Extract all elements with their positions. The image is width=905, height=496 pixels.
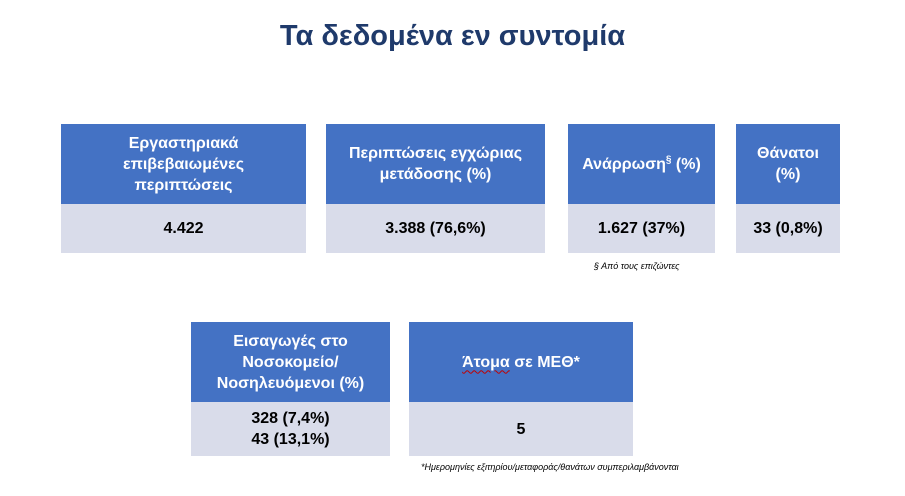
card-header: Άτομα σε ΜΕΘ* xyxy=(409,322,633,402)
value-line: 3.388 (76,6%) xyxy=(385,220,486,237)
card-deaths: Θάνατοι (%) 33 (0,8%) xyxy=(736,124,840,253)
card-header: Εργαστηριακά επιβεβαιωμένες περιπτώσεις xyxy=(61,124,306,204)
value-line: 33 (0,8%) xyxy=(753,220,823,237)
header-line: μετάδοσης (%) xyxy=(379,166,492,183)
footnote-icu: *Ημερομηνίες εξιτηρίου/μεταφοράς/θανάτων… xyxy=(421,462,679,472)
header-superscript: § xyxy=(665,154,672,166)
value-line: 43 (13,1%) xyxy=(251,431,330,448)
header-line: (%) xyxy=(775,166,801,183)
card-header: Ανάρρωση§ (%) xyxy=(568,124,715,204)
header-line: Εργαστηριακά xyxy=(128,134,239,152)
card-header: Περιπτώσεις εγχώριας μετάδοσης (%) xyxy=(326,124,545,204)
card-recovery: Ανάρρωση§ (%) 1.627 (37%) xyxy=(568,124,715,253)
value-line: 1.627 (37%) xyxy=(597,220,686,237)
header-text-tail: σε ΜΕΘ* xyxy=(509,353,580,371)
header-line: Θάνατοι xyxy=(757,145,819,162)
card-value: 3.388 (76,6%) xyxy=(326,204,545,253)
value-line: 5 xyxy=(516,420,526,438)
header-line: Νοσοκομείο/ xyxy=(242,353,339,371)
footnote-recovery: § Από τους επιζώντες xyxy=(594,261,680,271)
card-confirmed-cases: Εργαστηριακά επιβεβαιωμένες περιπτώσεις … xyxy=(61,124,306,253)
header-line: Περιπτώσεις εγχώριας xyxy=(348,145,523,162)
header-line: Νοσηλευόμενοι (%) xyxy=(216,374,365,392)
header-line: επιβεβαιωμένες xyxy=(122,155,245,173)
card-value: 5 xyxy=(409,402,633,456)
header-line: περιπτώσεις xyxy=(134,176,233,194)
card-hospital-admissions: Εισαγωγές στο Νοσοκομείο/ Νοσηλευόμενοι … xyxy=(191,322,390,456)
value-line: 4.422 xyxy=(163,220,204,237)
header-text: Ανάρρωση xyxy=(582,155,666,173)
header-text-tail: (%) xyxy=(671,155,701,173)
card-value: 33 (0,8%) xyxy=(736,204,840,253)
card-icu: Άτομα σε ΜΕΘ* 5 xyxy=(409,322,633,456)
value-line: 328 (7,4%) xyxy=(251,410,330,427)
card-value: 1.627 (37%) xyxy=(568,204,715,253)
card-value: 328 (7,4%) 43 (13,1%) xyxy=(191,402,390,456)
card-header: Θάνατοι (%) xyxy=(736,124,840,204)
header-line: Εισαγωγές στο xyxy=(233,332,348,350)
card-local-transmission: Περιπτώσεις εγχώριας μετάδοσης (%) 3.388… xyxy=(326,124,545,253)
card-header: Εισαγωγές στο Νοσοκομείο/ Νοσηλευόμενοι … xyxy=(191,322,390,402)
slide-title: Τα δεδομένα εν συντομία xyxy=(279,20,626,52)
card-value: 4.422 xyxy=(61,204,306,253)
header-text: Άτομα xyxy=(462,353,510,371)
